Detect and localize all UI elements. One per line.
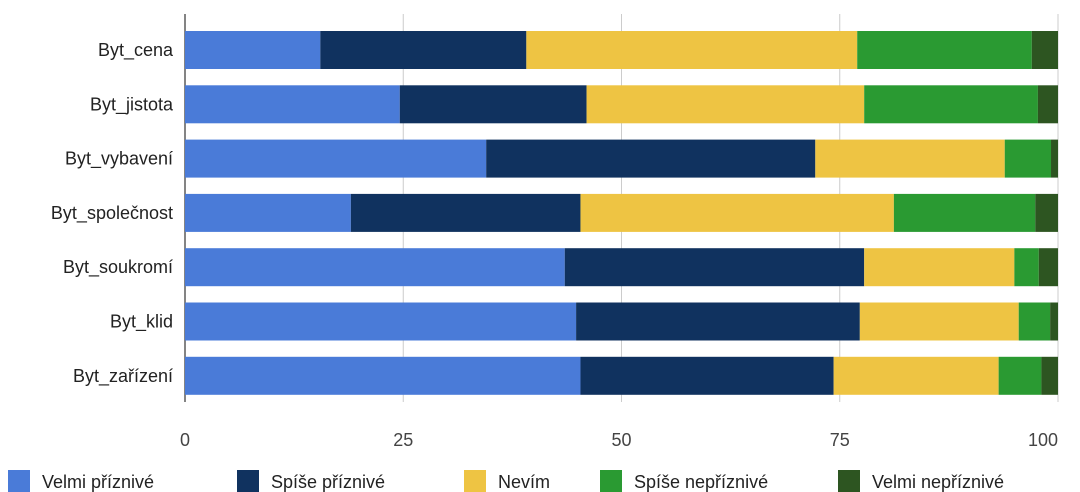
bar-segment — [1018, 302, 1051, 341]
bar-segment — [320, 31, 527, 69]
legend-label: Spíše nepříznivé — [634, 472, 768, 492]
bar-segment — [350, 193, 581, 232]
legend-label: Spíše příznivé — [271, 472, 385, 492]
category-label: Byt_jistota — [90, 94, 174, 115]
legend-swatch — [838, 470, 860, 492]
bar-row — [185, 248, 1058, 287]
category-label: Byt_vybavení — [65, 149, 173, 170]
legend-swatch — [8, 470, 30, 492]
bar-segment — [1031, 31, 1058, 69]
bar-row — [185, 31, 1058, 69]
bar-segment — [580, 193, 894, 232]
legend-label: Velmi příznivé — [42, 472, 154, 492]
bar-segment — [857, 31, 1032, 69]
bar-segment — [864, 248, 1015, 287]
bar-segment — [586, 85, 865, 124]
x-tick-label: 25 — [393, 430, 413, 450]
category-label: Byt_zařízení — [73, 366, 173, 387]
legend-item: Spíše nepříznivé — [600, 470, 768, 492]
bar-segment — [815, 139, 1005, 178]
legend: Velmi příznivé Spíše příznivé Nevím Spíše n… — [8, 470, 1004, 492]
legend-item: Velmi nepříznivé — [838, 470, 1004, 492]
bar-segment — [185, 302, 577, 341]
category-label: Byt_klid — [110, 312, 173, 333]
bar-segment — [185, 139, 487, 178]
bar-segment — [1037, 85, 1058, 124]
bar-row — [185, 302, 1058, 341]
bar-segment — [580, 356, 834, 395]
legend-swatch — [237, 470, 259, 492]
bar-segment — [859, 302, 1019, 341]
category-label: Byt_cena — [98, 40, 174, 61]
bar-row — [185, 139, 1058, 178]
category-label: Byt_společnost — [51, 203, 173, 224]
x-tick-label: 50 — [611, 430, 631, 450]
legend-item: Spíše příznivé — [237, 470, 385, 492]
bar-segment — [1004, 139, 1052, 178]
bar-segment — [1041, 356, 1058, 395]
legend-label: Nevím — [498, 472, 550, 492]
x-tick-label: 100 — [1028, 430, 1058, 450]
bar-segment — [185, 248, 565, 287]
legend-item: Velmi příznivé — [8, 470, 154, 492]
legend-swatch — [464, 470, 486, 492]
bar-row — [185, 356, 1058, 395]
bar-segment — [185, 193, 351, 232]
x-tick-label: 75 — [830, 430, 850, 450]
bar-segment — [564, 248, 865, 287]
bar-segment — [893, 193, 1036, 232]
bars — [185, 31, 1058, 395]
bar-row — [185, 193, 1058, 232]
bar-segment — [526, 31, 858, 69]
bar-segment — [185, 31, 321, 69]
category-labels: Byt_cena Byt_jistota Byt_vybavení Byt_spole… — [51, 40, 174, 387]
bar-segment — [864, 85, 1038, 124]
legend-label: Velmi nepříznivé — [872, 472, 1004, 492]
legend-swatch — [600, 470, 622, 492]
category-label: Byt_soukromí — [63, 257, 173, 278]
bar-segment — [1051, 139, 1058, 178]
bar-segment — [998, 356, 1042, 395]
legend-item: Nevím — [464, 470, 550, 492]
bar-segment — [1050, 302, 1058, 341]
bar-segment — [1038, 248, 1058, 287]
bar-segment — [185, 85, 400, 124]
bar-row — [185, 85, 1058, 124]
bar-segment — [1035, 193, 1058, 232]
x-axis-ticks: 0 25 50 75 100 — [180, 430, 1058, 450]
bar-segment — [576, 302, 860, 341]
bar-segment — [833, 356, 999, 395]
bar-segment — [185, 356, 581, 395]
bar-segment — [1014, 248, 1039, 287]
x-tick-label: 0 — [180, 430, 190, 450]
bar-segment — [486, 139, 816, 178]
bar-segment — [399, 85, 587, 124]
